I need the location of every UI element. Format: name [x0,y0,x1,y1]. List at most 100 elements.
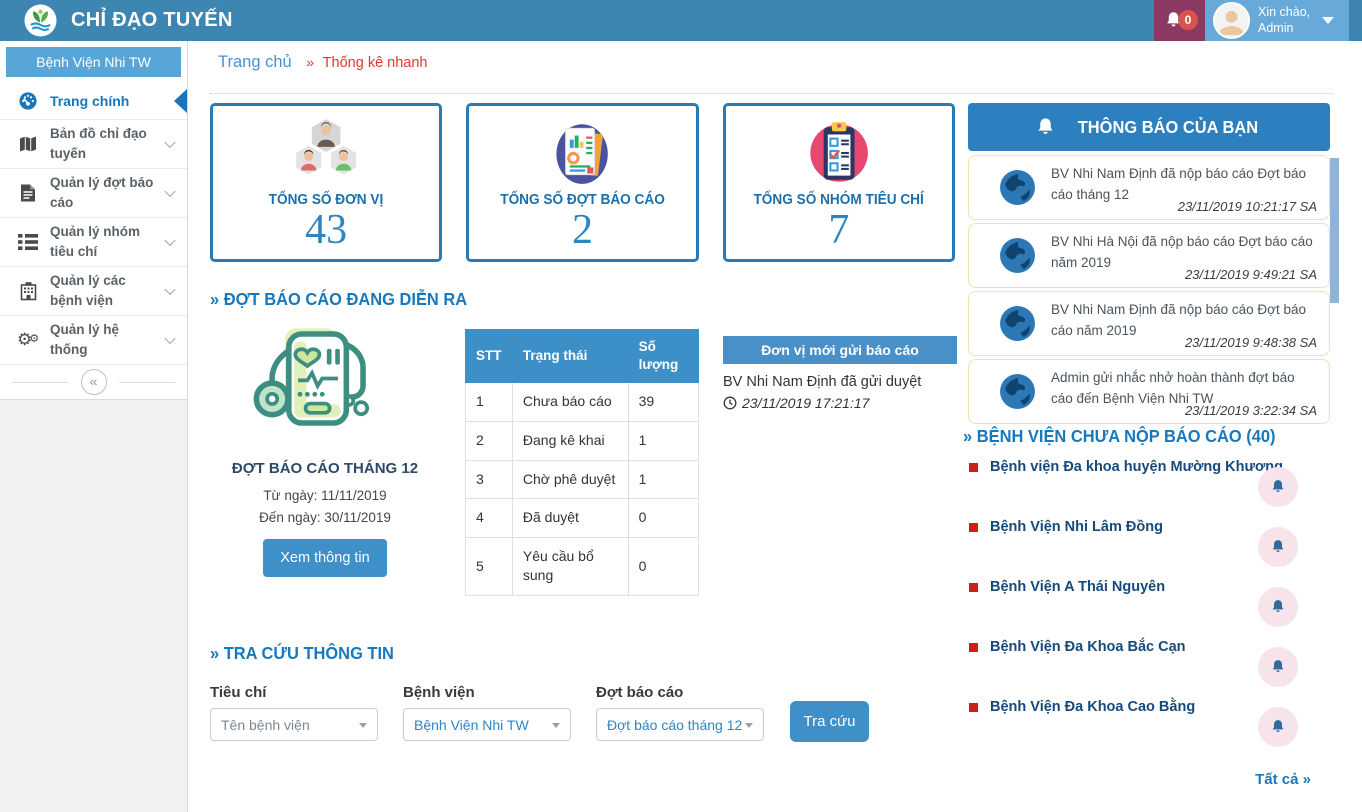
sidebar-item-quan-ly-cac-benh-vien[interactable]: Quản lý các bệnh viện [0,267,187,316]
field-group-dot-bao-cao: Đợt báo cáo Đợt báo cáo tháng 12 [596,684,764,741]
hospital-name-row: Bệnh Viện Đa Khoa Bắc Cạn [963,639,1331,655]
sidebar-item-quan-ly-he-thong[interactable]: ⚙ ⚙ Quản lý hệ thống [0,316,187,365]
table-row: 1 Chưa báo cáo 39 [465,382,700,423]
chevron-down-icon [164,332,176,345]
remind-hospital-button[interactable] [1258,467,1298,507]
breadcrumb-home-link[interactable]: Trang chủ [218,53,292,71]
list-item: Bệnh Viện Đa Khoa Cao Bằng [963,699,1331,759]
sidebar-item-label: Quản lý nhóm tiêu chí [50,224,141,259]
map-icon [16,134,40,154]
criteria-select[interactable]: Tên bệnh viện [210,708,378,741]
bell-icon [1038,117,1053,134]
hospital-name-link[interactable]: Bệnh viện Đa khoa huyện Mường Khương [990,459,1283,475]
stat-value: 2 [571,207,593,253]
stat-card-reports: TỔNG SỐ ĐỢT BÁO CÁO 2 [466,103,699,262]
hospital-name-link[interactable]: Bệnh Viện Đa Khoa Cao Bằng [990,699,1196,715]
document-icon [16,183,40,203]
square-bullet-icon [969,523,978,532]
search-button[interactable]: Tra cứu [790,701,869,742]
notification-item[interactable]: BV Nhi Hà Nội đã nộp báo cáo Đợt báo cáo… [968,223,1330,288]
breadcrumb: Trang chủ » Thống kê nhanh [218,53,427,72]
view-all-link[interactable]: Tất cả » [1255,771,1311,788]
new-submission-title: Đơn vị mới gửi báo cáo [723,336,957,364]
notification-item[interactable]: Admin gửi nhắc nhở hoàn thành đợt báo cá… [968,359,1330,424]
cell-stt: 1 [465,382,513,423]
new-submission-timestamp: 23/11/2019 17:21:17 [742,395,870,411]
notification-timestamp: 23/11/2019 3:22:34 SA [1184,403,1317,418]
square-bullet-icon [969,643,978,652]
sidebar-item-quan-ly-nhom-tieu-chi[interactable]: Quản lý nhóm tiêu chí [0,218,187,267]
sidebar-item-trang-chinh[interactable]: Trang chính [0,83,187,120]
sidebar-item-ban-do[interactable]: Bản đồ chỉ đạo tuyến [0,120,187,169]
table-row: 4 Đã duyệt 0 [465,498,700,538]
clock-icon [723,396,737,410]
field-group-tieu-chi: Tiêu chí Tên bệnh viện [210,684,378,741]
report-status-table: STT Trạng thái Số lượng 1 Chưa báo cáo 3… [465,328,700,597]
header-notifications-button[interactable]: 0 [1154,0,1205,41]
bell-icon [1272,540,1284,552]
notifications-header: THÔNG BÁO CỦA BẠN [968,103,1330,151]
notification-timestamp: 23/11/2019 9:49:21 SA [1184,267,1317,282]
new-submission-panel: Đơn vị mới gửi báo cáo BV Nhi Nam Định đ… [723,336,957,411]
search-fields-row: Tiêu chí Tên bệnh viện Bệnh viện Bệnh Vi… [210,684,910,784]
breadcrumb-divider [210,93,1332,94]
cell-status: Đang kê khai [511,421,629,461]
table-row: 3 Chờ phê duyệt 1 [465,459,700,500]
globe-icon [1000,374,1035,409]
hospital-select[interactable]: Bệnh Viện Nhi TW [403,708,571,741]
notification-item[interactable]: BV Nhi Nam Định đã nộp báo cáo Đợt báo c… [968,291,1330,356]
list-item: Bệnh Viện A Thái Nguyên [963,579,1331,639]
chevron-down-icon [164,185,176,198]
remind-hospital-button[interactable] [1258,527,1298,567]
user-menu[interactable]: Xin chào, Admin [1205,0,1349,41]
notification-timestamp: 23/11/2019 9:48:38 SA [1184,335,1317,350]
sidebar-item-quan-ly-dot-bao-cao[interactable]: Quản lý đợt báo cáo [0,169,187,218]
hospital-building-icon [16,281,40,301]
sidebar-collapse-button[interactable]: « [80,369,107,395]
dashboard-icon [16,91,40,111]
chevron-down-icon [552,723,560,728]
report-period-select[interactable]: Đợt báo cáo tháng 12 [596,708,764,741]
cell-stt: 3 [465,459,513,500]
status-table-header: STT Trạng thái Số lượng [465,328,700,384]
globe-icon [1000,306,1035,341]
notifications-panel: THÔNG BÁO CỦA BẠN BV Nhi Nam Định đã nộp… [968,103,1339,427]
stat-card-criteria: TỔNG SỐ NHÓM TIÊU CHÍ 7 [722,103,955,262]
hospital-name-link[interactable]: Bệnh Viện A Thái Nguyên [990,579,1166,595]
new-submission-time-row: 23/11/2019 17:21:17 [723,395,957,411]
bell-icon [1272,600,1284,612]
field-label: Đợt báo cáo [596,684,684,701]
breadcrumb-current: Thống kê nhanh [322,55,428,71]
notification-text: Admin gửi nhắc nhở hoàn thành đợt báo cá… [1051,370,1295,406]
notifications-scrollbar-thumb[interactable] [1330,158,1339,303]
chevron-down-icon [164,136,176,149]
pending-section-title: » BỆNH VIỆN CHƯA NỘP BÁO CÁO (40) [963,426,1276,446]
stat-card-units: TỔNG SỐ ĐƠN VỊ 43 [210,103,443,262]
ongoing-section-title: » ĐỢT BÁO CÁO ĐANG DIỄN RA [210,289,468,309]
hospital-name-link[interactable]: Bệnh Viện Đa Khoa Bắc Cạn [990,639,1186,655]
cell-status: Chưa báo cáo [511,382,629,423]
bell-icon [1272,660,1284,672]
col-so-luong: Số lượng [627,328,700,384]
notification-item[interactable]: BV Nhi Nam Định đã nộp báo cáo Đợt báo c… [968,155,1330,220]
remind-hospital-button[interactable] [1258,707,1298,747]
avatar [1213,2,1250,39]
chevron-down-icon [164,234,176,247]
greeting-line2: Admin [1258,20,1294,35]
notifications-title: THÔNG BÁO CỦA BẠN [1077,116,1258,137]
field-group-benh-vien: Bệnh viện Bệnh Viện Nhi TW [403,684,571,741]
remind-hospital-button[interactable] [1258,647,1298,687]
sidebar-item-label: Bản đồ chỉ đạo tuyến [50,126,147,161]
view-report-button[interactable]: Xem thông tin [263,538,387,577]
list-item: Bệnh Viện Đa Khoa Bắc Cạn [963,639,1331,699]
stat-label: TỔNG SỐ ĐỢT BÁO CÁO [500,192,665,208]
report-dates: Từ ngày: 11/11/2019 Đến ngày: 30/11/2019 [210,485,440,530]
stat-label: TỔNG SỐ NHÓM TIÊU CHÍ [753,192,924,208]
bell-icon [1167,12,1180,27]
hospital-name-link[interactable]: Bệnh Viện Nhi Lâm Đồng [990,519,1163,535]
remind-hospital-button[interactable] [1258,587,1298,627]
globe-icon [1000,170,1035,205]
cell-stt: 5 [465,536,513,597]
cell-status: Yêu cầu bổ sung [511,536,629,597]
